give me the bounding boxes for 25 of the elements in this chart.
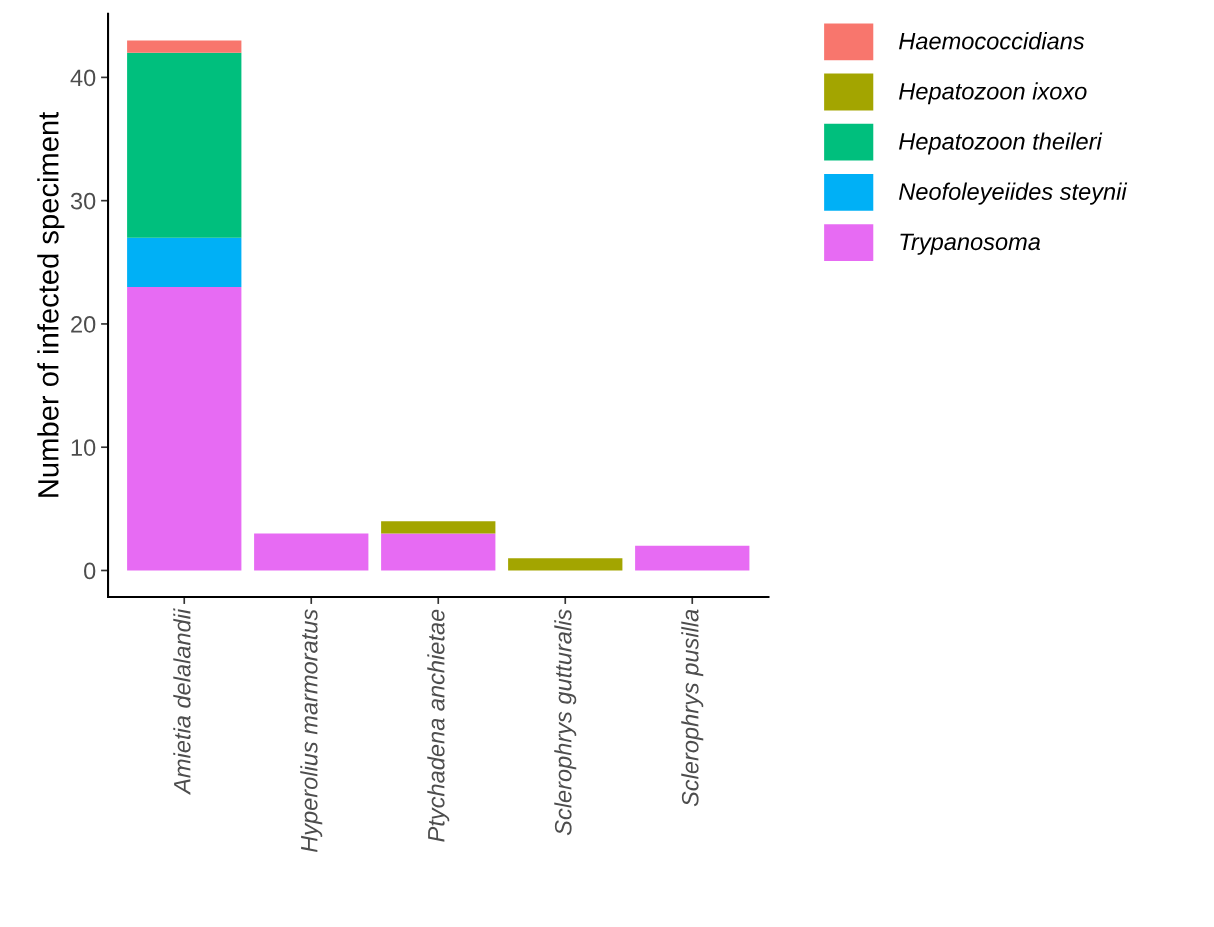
x-tick-label: Hyperolius marmoratus	[300, 609, 323, 853]
x-tick-label: Sclerophrys pusilla	[681, 609, 704, 807]
y-axis-title: Number of infected speciment	[37, 111, 65, 497]
y-tick-label: 10	[71, 439, 96, 456]
bar	[254, 533, 369, 571]
y-tick-label: 0	[84, 562, 96, 580]
x-tick-label: Sclerophrys gutturalis	[554, 609, 577, 836]
bar	[381, 533, 496, 571]
x-tick-label: Ptychadena anchietae	[427, 609, 450, 842]
bar	[127, 286, 242, 571]
y-tick-label: 40	[70, 69, 96, 87]
bar	[127, 52, 242, 238]
bar	[127, 237, 242, 287]
bar	[381, 521, 496, 534]
legend-label: Haemococcidians	[899, 32, 1085, 50]
legend-label: Trypanosoma	[900, 233, 1041, 255]
bar	[635, 545, 750, 571]
y-tick-label: 20	[71, 316, 96, 333]
x-tick-label: Amietia delalandii	[173, 608, 191, 796]
legend-label: Neofoleyeiides steynii	[899, 182, 1128, 205]
legend-label: Hepatozoon theileri	[899, 132, 1103, 155]
bar	[508, 558, 623, 571]
legend-label: Hepatozoon ixoxo	[899, 82, 1087, 105]
bar	[127, 40, 242, 53]
y-tick-label: 30	[70, 192, 96, 210]
